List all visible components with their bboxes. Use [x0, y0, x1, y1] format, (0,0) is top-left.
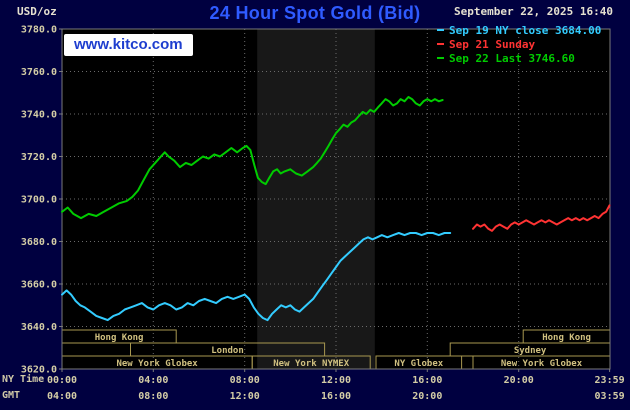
x-tick-label-gmt: 04:00: [47, 391, 77, 402]
session-label: Hong Kong: [542, 333, 591, 343]
nymex-session-band: [257, 29, 375, 369]
legend-swatch: [437, 43, 444, 45]
y-tick-label: 3680.0: [21, 237, 57, 248]
x-tick-label-gmt: 12:00: [230, 391, 260, 402]
session-label: New York NYMEX: [273, 359, 349, 369]
chart-title: 24 Hour Spot Gold (Bid): [209, 3, 421, 23]
session-label: London: [211, 346, 244, 356]
legend: Sep 19 NY close 3684.00 Sep 21 Sunday Sep …: [437, 23, 601, 65]
session-label: New York Globex: [116, 359, 198, 369]
legend-label: Sep 19 NY close 3684.00: [449, 23, 602, 37]
y-tick-label: 3740.0: [21, 110, 57, 121]
session-label: New York Globex: [501, 359, 583, 369]
y-tick-label: 3760.0: [21, 67, 57, 78]
x-tick-label-ny: 00:00: [47, 375, 77, 386]
legend-label: Sep 21 Sunday: [449, 37, 536, 51]
price-line-sep-22: [61, 96, 444, 220]
chart-datetime: September 22, 2025 16:40: [454, 5, 613, 18]
legend-label: Sep 22 Last 3746.60: [449, 51, 575, 65]
x-tick-label-ny: 23:59: [595, 375, 625, 386]
x-tick-label-ny: 20:00: [504, 375, 534, 386]
session-label: Sydney: [514, 346, 547, 356]
x-tick-label-ny: 12:00: [321, 375, 351, 386]
session-label: Hong Kong: [95, 333, 144, 343]
y-tick-label: 3700.0: [21, 195, 57, 206]
ny-time-axis-label: NY Time: [2, 374, 45, 385]
x-tick-label-gmt: 16:00: [321, 391, 351, 402]
price-line-sep-21: [472, 204, 611, 232]
x-tick-label-gmt: 08:00: [138, 391, 168, 402]
y-tick-label: 3640.0: [21, 322, 57, 333]
session-label: NY Globex: [394, 359, 443, 369]
x-tick-label-gmt: 20:00: [412, 391, 442, 402]
y-tick-label: 3780.0: [21, 25, 57, 36]
legend-swatch: [437, 29, 444, 31]
kitco-link[interactable]: www.kitco.com: [64, 34, 193, 56]
gmt-axis-label: GMT: [2, 390, 21, 401]
price-line-sep-19: [61, 232, 452, 322]
x-tick-label-ny: 16:00: [412, 375, 442, 386]
x-tick-label-ny: 08:00: [230, 375, 260, 386]
legend-swatch: [437, 57, 444, 59]
y-tick-label: 3660.0: [21, 280, 57, 291]
x-tick-label-ny: 04:00: [138, 375, 168, 386]
y-tick-label: 3720.0: [21, 152, 57, 163]
legend-item: Sep 19 NY close 3684.00: [437, 23, 601, 37]
legend-item: Sep 22 Last 3746.60: [437, 51, 601, 65]
x-tick-label-gmt: 03:59: [595, 391, 625, 402]
units-label: USD/oz: [17, 5, 57, 18]
legend-item: Sep 21 Sunday: [437, 37, 601, 51]
y-tick-label: 3620.0: [21, 365, 57, 376]
